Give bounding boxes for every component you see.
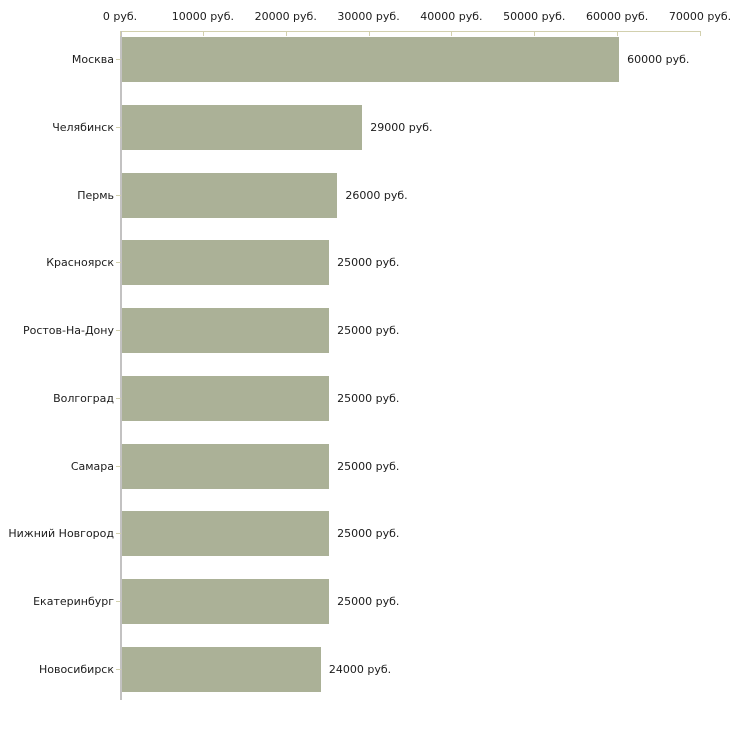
category-tick-mark [116, 262, 121, 264]
bar-9 [122, 579, 330, 624]
category-label: Ростов-На-Дону [22, 324, 114, 337]
bar-7 [122, 443, 330, 489]
x-axis-tick-label: 70000 руб. [668, 10, 730, 23]
x-axis-tick-mark [617, 31, 619, 36]
y-axis-line [120, 31, 122, 700]
value-label: 29000 руб. [370, 120, 433, 134]
value-label: 25000 руб. [337, 527, 400, 541]
value-label: 25000 руб. [337, 391, 400, 405]
x-axis-tick-mark [700, 31, 701, 36]
bar-10 [122, 646, 321, 692]
category-label: Челябинск [52, 120, 114, 134]
x-axis-tick-label: 10000 руб. [171, 10, 234, 23]
x-axis-tick-label: 50000 руб. [503, 10, 566, 23]
x-axis-tick-mark [285, 31, 287, 36]
category-label: Волгоград [53, 391, 114, 405]
bar-8 [122, 511, 330, 557]
value-label: 25000 руб. [337, 324, 400, 337]
category-label: Новосибирск [38, 662, 114, 676]
x-axis-tick-mark [120, 31, 121, 36]
category-label: Красноярск [46, 256, 114, 270]
bar-4 [122, 240, 330, 286]
bar-6 [122, 375, 330, 421]
category-label: Нижний Новгород [8, 527, 114, 541]
x-axis-tick-mark [451, 31, 453, 36]
category-tick-mark [116, 668, 121, 670]
x-axis-tick-label: 60000 руб. [586, 10, 649, 23]
category-tick-mark [116, 330, 121, 331]
value-label: 24000 руб. [328, 662, 392, 676]
category-label: Самара [70, 459, 114, 473]
x-axis-tick-label: 0 руб. [102, 10, 138, 23]
value-label: 25000 руб. [337, 256, 400, 270]
x-axis-line [120, 31, 701, 32]
bar-1 [122, 37, 620, 82]
category-tick-mark [116, 194, 121, 196]
bar-2 [122, 104, 363, 150]
category-tick-mark [116, 126, 121, 128]
x-axis-tick-label: 30000 руб. [337, 10, 400, 23]
x-axis-tick-mark [202, 31, 204, 36]
value-label: 25000 руб. [337, 595, 400, 608]
x-axis-tick-mark [368, 31, 370, 36]
category-label: Пермь [77, 188, 114, 202]
value-label: 25000 руб. [337, 459, 400, 473]
category-label: Москва [71, 53, 114, 66]
bar-5 [122, 308, 330, 353]
category-label: Екатеринбург [33, 595, 114, 608]
category-tick-mark [116, 533, 121, 535]
x-axis-tick-mark [534, 31, 536, 36]
category-tick-mark [116, 397, 121, 399]
x-axis-tick-label: 40000 руб. [420, 10, 483, 23]
category-tick-mark [116, 59, 121, 60]
category-tick-mark [116, 601, 121, 602]
category-tick-mark [116, 465, 121, 467]
value-label: 60000 руб. [627, 53, 690, 66]
value-label: 26000 руб. [345, 188, 408, 202]
bar-3 [122, 172, 338, 218]
x-axis-tick-label: 20000 руб. [254, 10, 317, 23]
